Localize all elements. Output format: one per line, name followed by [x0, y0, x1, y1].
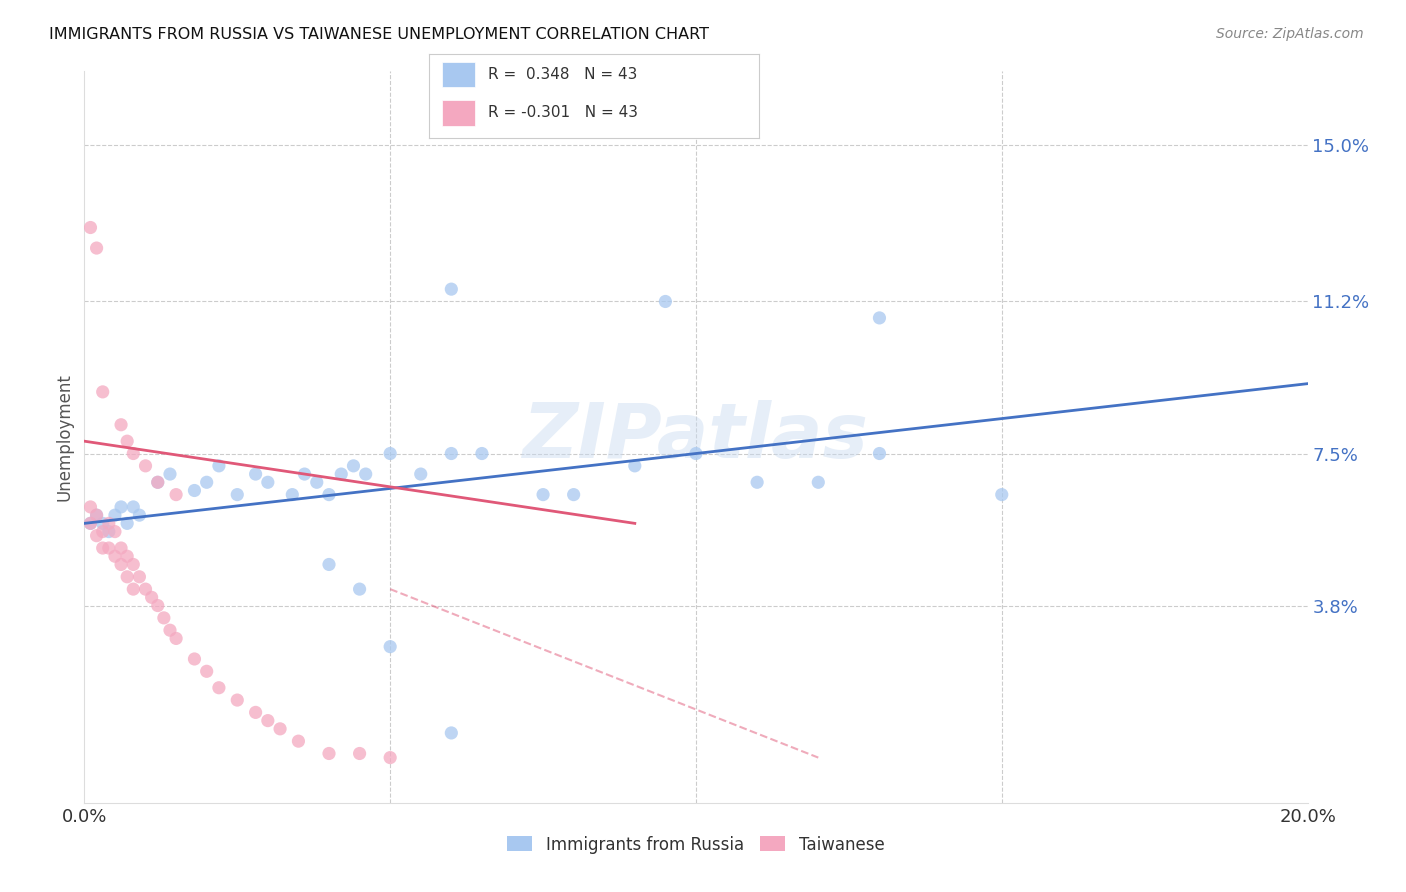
Point	[146, 475, 169, 490]
FancyBboxPatch shape	[441, 62, 475, 87]
Point	[128, 570, 150, 584]
Point	[349, 747, 371, 761]
Point	[86, 241, 108, 255]
Point	[110, 417, 132, 432]
Point	[440, 726, 463, 740]
Point	[104, 524, 127, 539]
Point	[226, 487, 249, 501]
Point	[342, 458, 364, 473]
Point	[115, 549, 138, 564]
Point	[104, 549, 127, 564]
Point	[135, 582, 157, 596]
Text: R = -0.301   N = 43: R = -0.301 N = 43	[488, 105, 638, 120]
Text: ZIPatlas: ZIPatlas	[523, 401, 869, 474]
Point	[97, 516, 120, 531]
Point	[79, 220, 101, 235]
Point	[141, 591, 163, 605]
Point	[165, 487, 187, 501]
Point	[165, 632, 187, 646]
Point	[183, 483, 205, 498]
Point	[115, 570, 138, 584]
Point	[97, 524, 120, 539]
Point	[122, 582, 145, 596]
Text: IMMIGRANTS FROM RUSSIA VS TAIWANESE UNEMPLOYMENT CORRELATION CHART: IMMIGRANTS FROM RUSSIA VS TAIWANESE UNEM…	[49, 27, 709, 42]
Point	[146, 475, 169, 490]
Point	[97, 541, 120, 555]
Point	[195, 665, 218, 679]
Point	[305, 475, 328, 490]
Point	[440, 282, 463, 296]
Point	[471, 446, 494, 460]
Point	[159, 624, 181, 638]
Text: Source: ZipAtlas.com: Source: ZipAtlas.com	[1216, 27, 1364, 41]
Point	[409, 467, 432, 481]
Point	[245, 467, 267, 481]
Legend: Immigrants from Russia, Taiwanese: Immigrants from Russia, Taiwanese	[501, 829, 891, 860]
FancyBboxPatch shape	[441, 100, 475, 126]
Point	[294, 467, 316, 481]
Point	[91, 516, 114, 531]
Point	[91, 524, 114, 539]
Point	[195, 475, 218, 490]
Point	[245, 706, 267, 720]
Point	[104, 508, 127, 523]
Point	[257, 475, 280, 490]
Point	[318, 487, 340, 501]
Point	[115, 434, 138, 449]
Point	[110, 500, 132, 514]
Point	[380, 446, 402, 460]
Point	[685, 446, 707, 460]
Point	[128, 508, 150, 523]
Point	[91, 384, 114, 399]
Point	[159, 467, 181, 481]
Point	[146, 599, 169, 613]
Point	[869, 310, 891, 325]
Point	[349, 582, 371, 596]
Point	[747, 475, 769, 490]
Point	[110, 541, 132, 555]
Point	[208, 458, 231, 473]
Point	[380, 750, 402, 764]
Point	[122, 500, 145, 514]
Point	[654, 294, 676, 309]
Point	[91, 541, 114, 555]
Point	[226, 693, 249, 707]
Point	[330, 467, 353, 481]
Point	[122, 558, 145, 572]
Point	[281, 487, 304, 501]
Point	[208, 681, 231, 695]
Point	[86, 508, 108, 523]
Point	[122, 446, 145, 460]
Point	[531, 487, 554, 501]
Point	[79, 516, 101, 531]
Point	[562, 487, 585, 501]
Point	[115, 516, 138, 531]
Point	[269, 722, 291, 736]
Point	[135, 458, 157, 473]
Point	[354, 467, 377, 481]
Point	[110, 558, 132, 572]
Point	[79, 516, 101, 531]
Point	[257, 714, 280, 728]
Point	[440, 446, 463, 460]
Y-axis label: Unemployment: Unemployment	[55, 373, 73, 501]
Point	[79, 500, 101, 514]
Point	[287, 734, 309, 748]
Point	[624, 458, 647, 473]
Point	[807, 475, 830, 490]
Point	[380, 640, 402, 654]
Point	[153, 611, 176, 625]
Text: R =  0.348   N = 43: R = 0.348 N = 43	[488, 67, 638, 82]
Point	[318, 558, 340, 572]
Point	[183, 652, 205, 666]
Point	[991, 487, 1014, 501]
Point	[86, 529, 108, 543]
Point	[318, 747, 340, 761]
Point	[869, 446, 891, 460]
Point	[86, 508, 108, 523]
